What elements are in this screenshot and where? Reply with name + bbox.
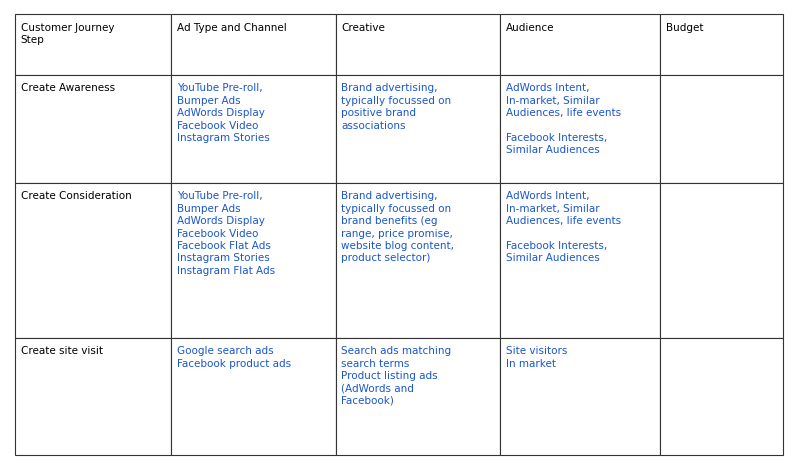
Text: YouTube Pre-roll,
Bumper Ads
AdWords Display
Facebook Video
Facebook Flat Ads
In: YouTube Pre-roll, Bumper Ads AdWords Dis… (177, 191, 275, 276)
Text: AdWords Intent,
In-market, Similar
Audiences, life events

Facebook Interests,
S: AdWords Intent, In-market, Similar Audie… (506, 83, 621, 156)
Bar (15, 338, 171, 455)
Text: Customer Journey
Step: Customer Journey Step (21, 23, 114, 45)
Bar (660, 14, 783, 75)
Text: AdWords Intent,
In-market, Similar
Audiences, life events

Facebook Interests,
S: AdWords Intent, In-market, Similar Audie… (506, 191, 621, 264)
Bar (660, 183, 783, 338)
Text: Search ads matching
search terms
Product listing ads
(AdWords and
Facebook): Search ads matching search terms Product… (341, 346, 451, 406)
Text: YouTube Pre-roll,
Bumper Ads
AdWords Display
Facebook Video
Instagram Stories: YouTube Pre-roll, Bumper Ads AdWords Dis… (177, 83, 269, 143)
Bar (660, 75, 783, 183)
Text: Creative: Creative (341, 23, 385, 32)
Text: Google search ads
Facebook product ads: Google search ads Facebook product ads (177, 346, 291, 369)
Text: Ad Type and Channel: Ad Type and Channel (177, 23, 286, 32)
Bar (500, 183, 660, 338)
Bar (500, 75, 660, 183)
Text: Create site visit: Create site visit (21, 346, 103, 356)
Bar (171, 75, 336, 183)
Text: Create Awareness: Create Awareness (21, 83, 115, 93)
Bar (336, 338, 500, 455)
Bar (15, 14, 171, 75)
Bar (500, 338, 660, 455)
Bar (15, 75, 171, 183)
Text: Brand advertising,
typically focussed on
brand benefits (eg
range, price promise: Brand advertising, typically focussed on… (341, 191, 454, 264)
Bar (336, 75, 500, 183)
Text: Site visitors
In market: Site visitors In market (506, 346, 567, 369)
Bar (171, 338, 336, 455)
Bar (500, 14, 660, 75)
Text: Create Consideration: Create Consideration (21, 191, 132, 201)
Bar (15, 183, 171, 338)
Bar (336, 14, 500, 75)
Bar (336, 183, 500, 338)
Bar (660, 338, 783, 455)
Text: Audience: Audience (506, 23, 555, 32)
Text: Budget: Budget (666, 23, 703, 32)
Bar (171, 183, 336, 338)
Text: Brand advertising,
typically focussed on
positive brand
associations: Brand advertising, typically focussed on… (341, 83, 451, 131)
Bar (171, 14, 336, 75)
